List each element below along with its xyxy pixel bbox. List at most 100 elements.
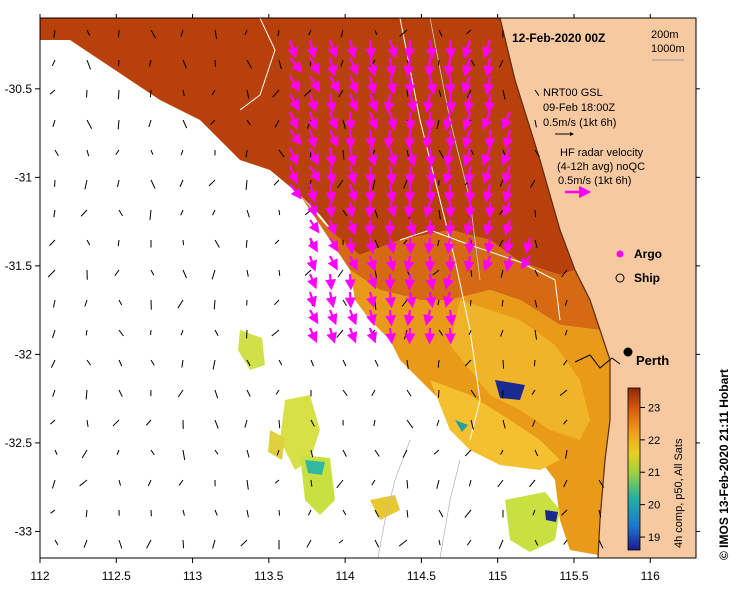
radar-arrow	[425, 165, 437, 186]
radar-arrow	[443, 183, 455, 204]
radar-arrow	[325, 273, 336, 291]
model-arrow	[212, 209, 216, 216]
model-arrow	[244, 29, 248, 36]
radar-arrow	[344, 291, 356, 309]
model-arrow	[118, 359, 123, 367]
radar-arrow	[366, 255, 377, 272]
radar-arrow	[462, 39, 473, 59]
radar-arrow	[327, 111, 339, 131]
model-arrow	[374, 359, 379, 367]
model-arrow	[278, 149, 285, 158]
radar-arrow	[482, 165, 493, 185]
radar-arrow	[307, 327, 318, 343]
radar-arrow	[367, 93, 379, 113]
model-arrow	[86, 119, 93, 130]
model-arrow	[342, 359, 347, 367]
perth-marker	[623, 347, 633, 357]
radar-arrow	[348, 93, 359, 113]
model-arrow	[277, 29, 280, 37]
radar-arrow	[307, 111, 318, 131]
model-arrow	[374, 239, 380, 249]
radar-arrow	[366, 75, 378, 95]
model-arrow	[149, 89, 152, 98]
model-arrow	[246, 359, 251, 367]
model-arrow	[500, 269, 504, 278]
model-arrow	[118, 389, 123, 397]
model-arrow	[406, 419, 414, 429]
radar-arrow	[423, 309, 434, 326]
radar-arrow	[365, 129, 377, 150]
radar-arrow	[483, 237, 495, 255]
model-arrow	[303, 89, 312, 97]
model-arrow	[534, 539, 539, 546]
model-arrow	[246, 209, 250, 218]
radar-arrow	[326, 57, 338, 77]
radar-arrow	[309, 165, 321, 183]
model-arrow	[342, 449, 347, 457]
radar-arrow	[385, 255, 397, 273]
model-arrow	[245, 179, 248, 190]
model-arrow	[534, 329, 538, 340]
radar-arrow	[425, 183, 437, 204]
model-arrow	[406, 389, 412, 397]
radar-arrow	[502, 201, 513, 217]
ship-label: Ship	[634, 271, 660, 285]
radar-arrow	[348, 57, 359, 76]
model-arrow	[112, 419, 120, 427]
radar-arrow	[327, 309, 338, 326]
x-tick-label: 112.5	[102, 569, 131, 583]
radar-arrow	[289, 129, 302, 146]
y-tick-label: -31	[15, 170, 33, 184]
radar-arrow	[365, 237, 377, 255]
model-arrow	[117, 89, 120, 100]
radar-arrow	[443, 291, 454, 308]
colorbar-tick-label: 21	[648, 467, 660, 479]
model-arrow	[278, 209, 281, 216]
radar-arrow	[289, 183, 302, 200]
radar-arrow	[366, 309, 377, 326]
model-arrow	[534, 149, 540, 157]
radar-arrow	[325, 147, 337, 168]
radar-arrow	[385, 165, 397, 186]
model-arrow	[246, 89, 250, 99]
model-arrow	[466, 29, 472, 35]
colorbar-ticks: 23 22 21 20 19	[640, 402, 660, 544]
model-arrow	[180, 209, 184, 216]
model-arrow	[272, 89, 280, 98]
model-arrow	[54, 539, 59, 546]
radar-arrow	[461, 75, 472, 95]
radar-arrow	[307, 93, 318, 113]
model-time: 09-Feb 18:00Z	[543, 102, 615, 114]
radar-arrow	[326, 219, 338, 236]
radar-arrow	[502, 129, 514, 149]
radar-arrow	[462, 57, 473, 77]
model-arrow	[307, 509, 312, 516]
model-arrow	[468, 329, 472, 336]
radar-arrow	[462, 111, 473, 131]
radar-arrow	[344, 129, 356, 150]
radar-arrow	[442, 165, 454, 185]
model-arrow	[464, 509, 472, 518]
radar-arrow	[463, 219, 475, 237]
radar-arrow	[501, 111, 512, 130]
model-arrow	[470, 239, 473, 247]
model-arrow	[373, 419, 376, 427]
radar-arrow	[325, 291, 337, 309]
model-arrow	[244, 419, 248, 428]
radar-arrow	[348, 75, 359, 94]
x-tick-label: 114	[336, 569, 355, 583]
radar-arrow	[366, 291, 377, 308]
radar-arrow	[385, 327, 397, 345]
radar-arrow	[289, 75, 301, 93]
model-arrow	[117, 119, 120, 130]
model-arrow	[310, 359, 315, 367]
model-arrow	[337, 179, 344, 189]
model-arrow	[310, 479, 313, 487]
model-arrow	[371, 479, 376, 486]
radar-arrow	[422, 129, 434, 149]
radar-arrow	[503, 255, 515, 273]
radar-arrow	[325, 93, 337, 114]
model-arrow	[438, 209, 441, 220]
model-arrow	[181, 359, 184, 368]
model-arrow	[306, 539, 312, 548]
